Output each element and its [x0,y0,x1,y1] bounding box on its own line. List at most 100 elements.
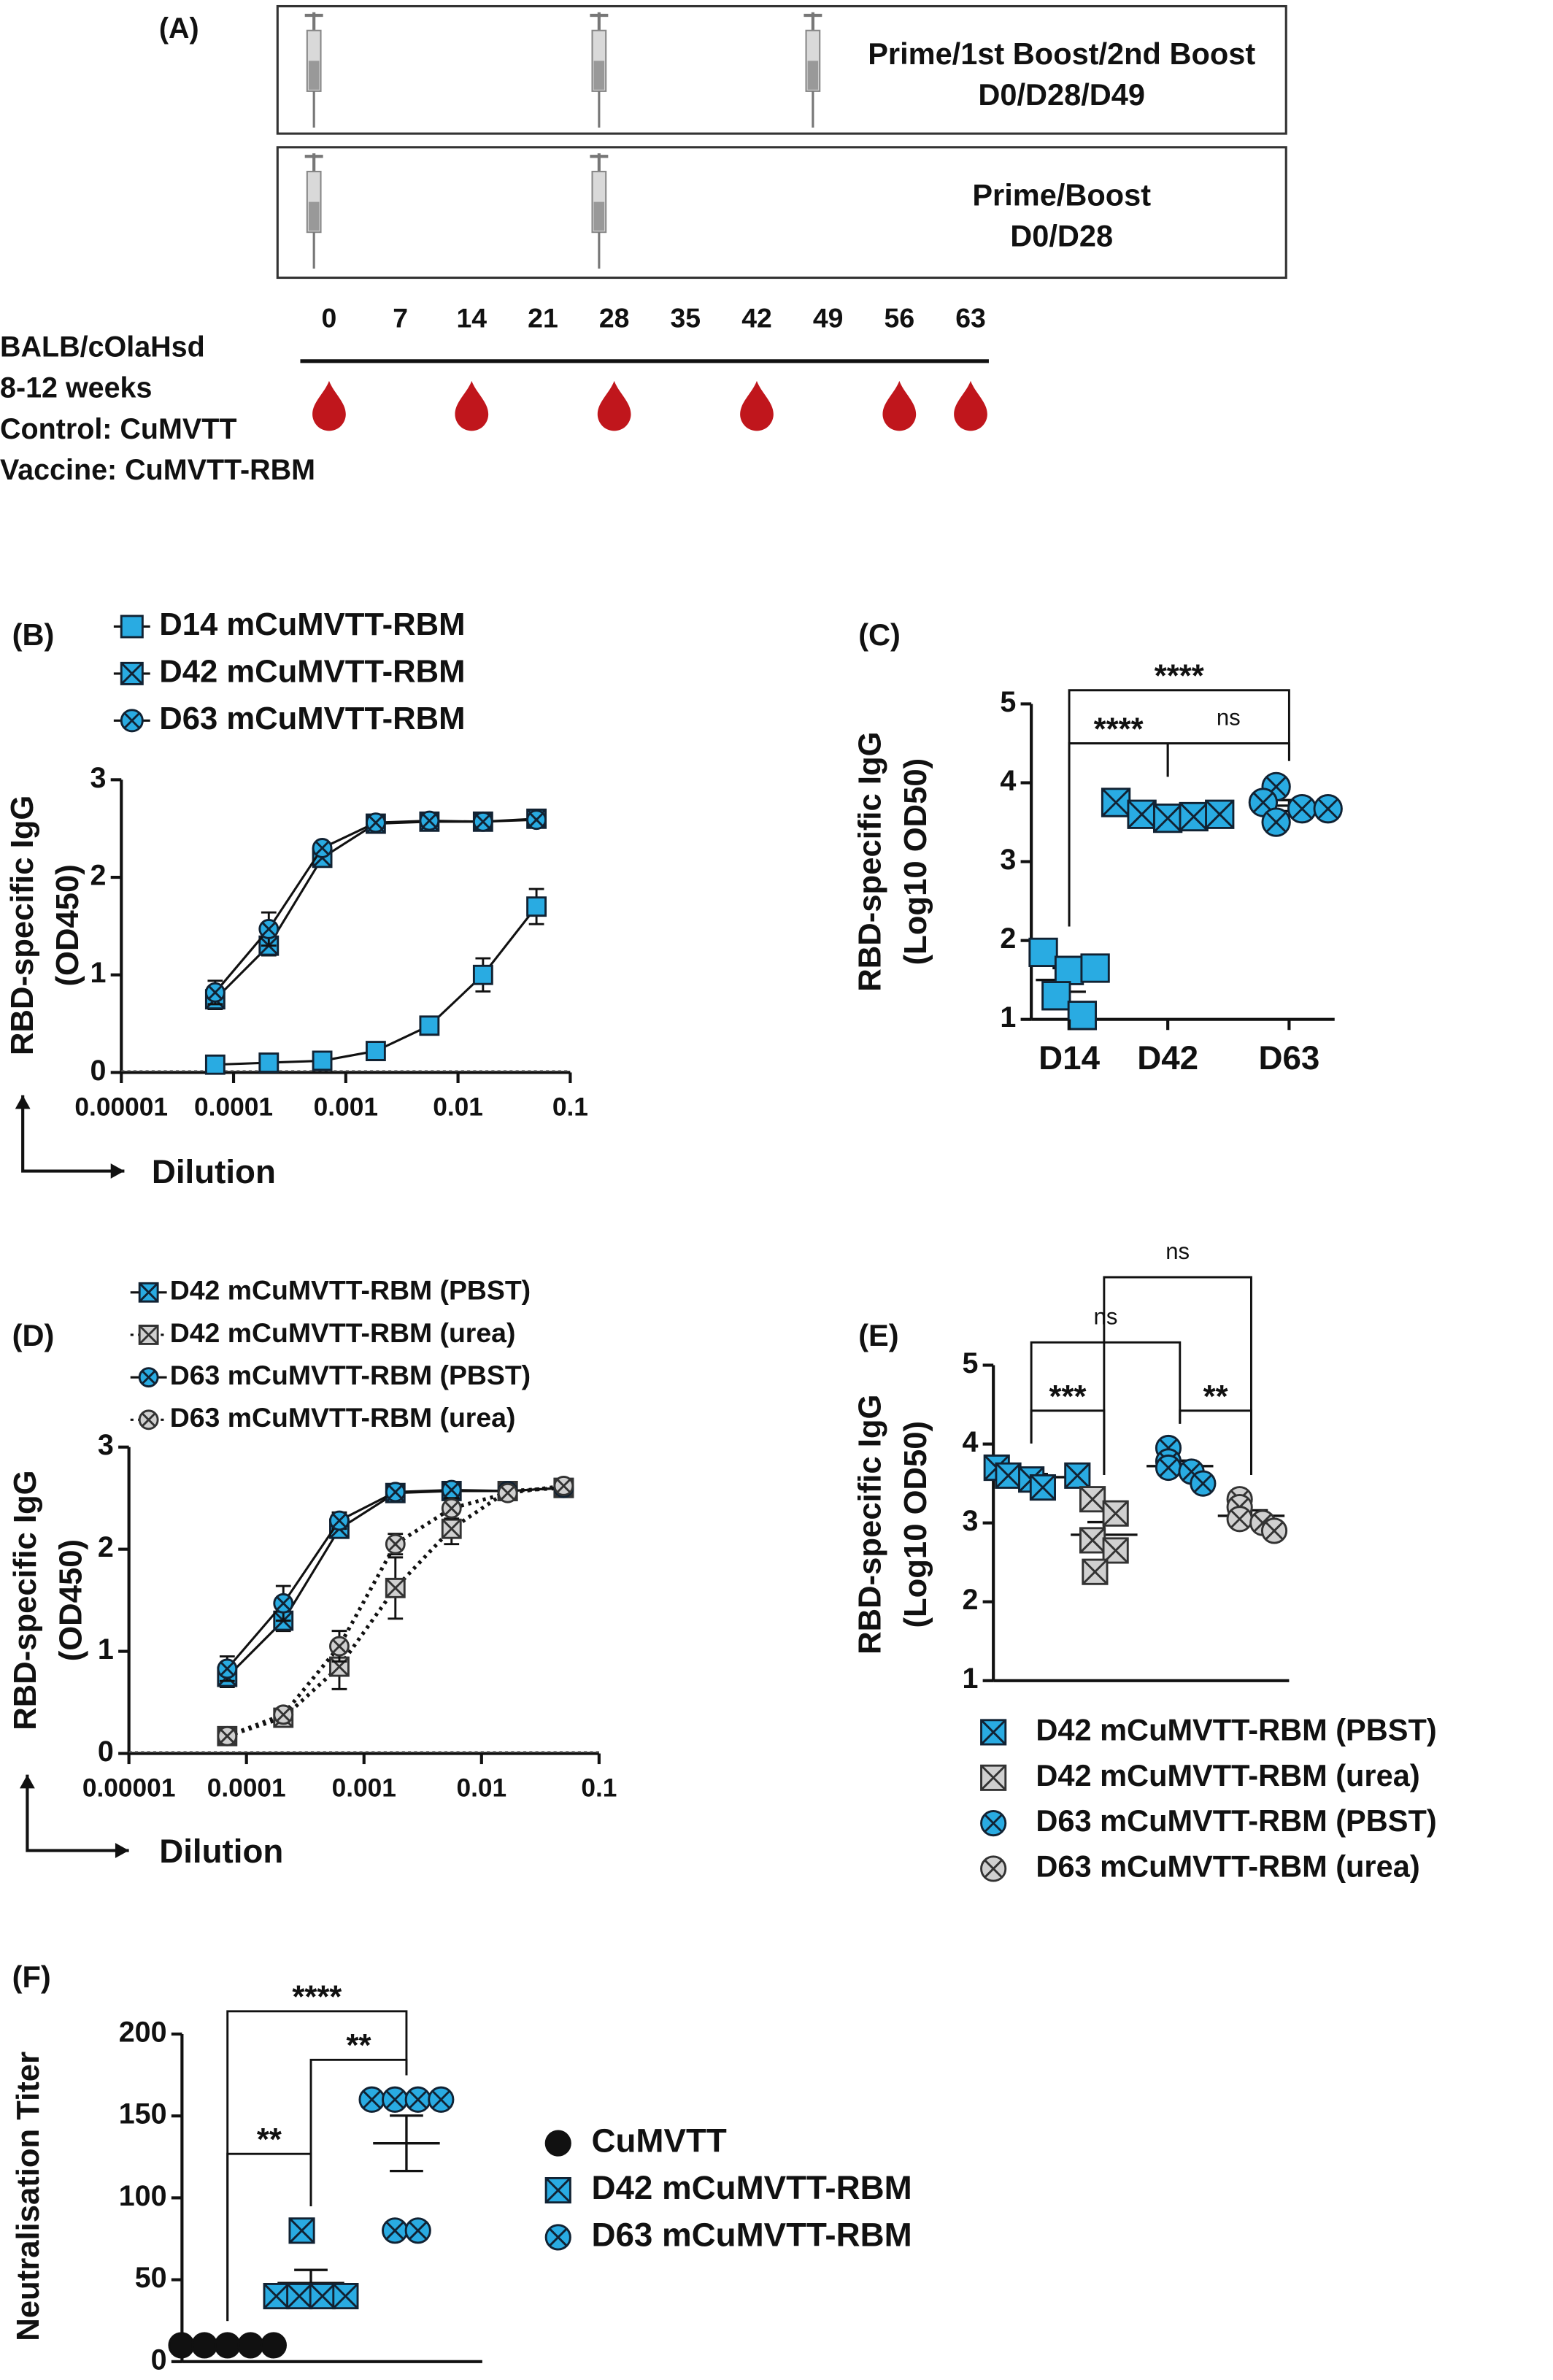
schedule-text: Prime/Boost [972,177,1151,212]
data-point [258,1052,280,1074]
x-tick-label: 0.001 [332,1774,396,1803]
legend-label: D42 mCuMVTT-RBM (PBST) [170,1275,531,1306]
significance-label: **** [292,1979,342,2015]
legend-marker [120,615,144,639]
study-note: Vaccine: CuMVTT-RBM [0,454,315,486]
significance-bracket [1030,1341,1182,1444]
syringe [304,153,323,269]
y-tick-label: 1 [1000,1001,1016,1033]
syringe [304,12,323,128]
day-label: 35 [671,303,701,334]
y-tick-label: 2 [90,859,107,891]
y-tick-label: 0 [90,1055,107,1087]
legend-marker [980,1810,1007,1837]
day-label: 28 [599,303,630,334]
schedule-text: D0/D28/D49 [978,77,1145,112]
data-point [419,1015,440,1036]
dilution-arrow [21,1095,125,1173]
data-point [441,1498,462,1519]
x-tick-label: 0.0001 [194,1093,273,1122]
data-point [1028,937,1058,968]
data-point [1226,1506,1253,1533]
syringe-fluid [593,201,605,231]
data-point [404,2217,431,2244]
data-point [204,1054,226,1075]
y-tick-label: 1 [962,1663,978,1695]
x-tick-label: 0.0001 [207,1774,286,1803]
significance-label: ns [1165,1239,1190,1264]
study-note: 8-12 weeks [0,372,152,404]
day-label: 63 [955,303,986,334]
data-point [1079,1486,1106,1513]
legend-label: D63 mCuMVTT-RBM (PBST) [1036,1803,1436,1838]
data-point [260,2332,287,2359]
study-note: BALB/cOlaHsd [0,331,205,363]
significance-bracket [1103,1276,1252,1475]
legend-marker [980,1719,1007,1746]
y-tick-label: 2 [1000,923,1016,955]
data-point [237,2332,264,2359]
legend-label: D42 mCuMVTT-RBM (urea) [170,1317,516,1348]
data-point [1155,1454,1182,1482]
syringe [590,153,609,269]
blood-drop [597,380,631,431]
y-tick-label: 4 [1000,765,1016,797]
significance-bracket [1166,742,1290,777]
data-point [1082,1558,1109,1585]
legend-marker [980,1764,1007,1791]
y-axis-label: RBD-specific IgG [852,731,887,991]
data-point [1313,794,1343,824]
data-point [1260,1517,1288,1544]
significance-bracket [1030,1409,1106,1475]
significance-label: *** [1049,1379,1087,1414]
x-tick-label: 0.1 [581,1774,617,1803]
data-point [1127,799,1157,829]
data-point [1064,1462,1091,1489]
y-tick-label: 3 [962,1505,978,1537]
data-point [526,809,547,831]
data-point [441,1518,462,1539]
significance-label: ns [1217,704,1241,730]
significance-label: ** [346,2027,371,2063]
legend-label: D63 mCuMVTT-RBM [159,701,465,736]
y-axis-label: (Log10 OD50) [898,758,933,966]
syringe-fluid [807,61,819,90]
data-point [441,1479,462,1501]
day-label: 14 [457,303,488,334]
schedule-box [276,146,1287,280]
day-label: 21 [528,303,558,334]
data-point [1067,1001,1098,1031]
syringe-fluid [593,61,605,90]
day-label: 42 [741,303,772,334]
blood-drop [455,380,489,431]
data-point [1102,1500,1129,1527]
dilution-arrow [26,1774,129,1852]
data-point [1152,803,1183,833]
day-label: 7 [393,303,408,334]
x-axis-label: Dilution [152,1153,276,1190]
x-tick-label: D63 [1258,1039,1319,1077]
legend-label: D42 mCuMVTT-RBM [159,653,465,689]
data-point [382,2217,409,2244]
data-point [1101,787,1131,817]
y-tick-label: 3 [1000,844,1016,876]
data-point [497,1482,518,1503]
y-axis-label: (Log10 OD50) [898,1421,933,1628]
legend-label: D63 mCuMVTT-RBM [591,2217,912,2254]
blood-drop [954,380,987,431]
y-tick-label: 0 [98,1736,114,1768]
data-point [472,811,493,832]
significance-label: **** [1155,658,1204,694]
legend-marker [544,2130,571,2157]
data-point [995,1462,1022,1489]
y-axis-label: RBD-specific IgG [7,1470,43,1730]
legend-label: CuMVTT [591,2122,726,2160]
syringe [804,12,822,128]
data-point [404,2086,431,2113]
legend-marker [138,1325,159,1345]
blood-drop [312,380,346,431]
day-label: 56 [885,303,915,334]
day-label: 49 [813,303,844,334]
legend-marker [138,1282,159,1303]
